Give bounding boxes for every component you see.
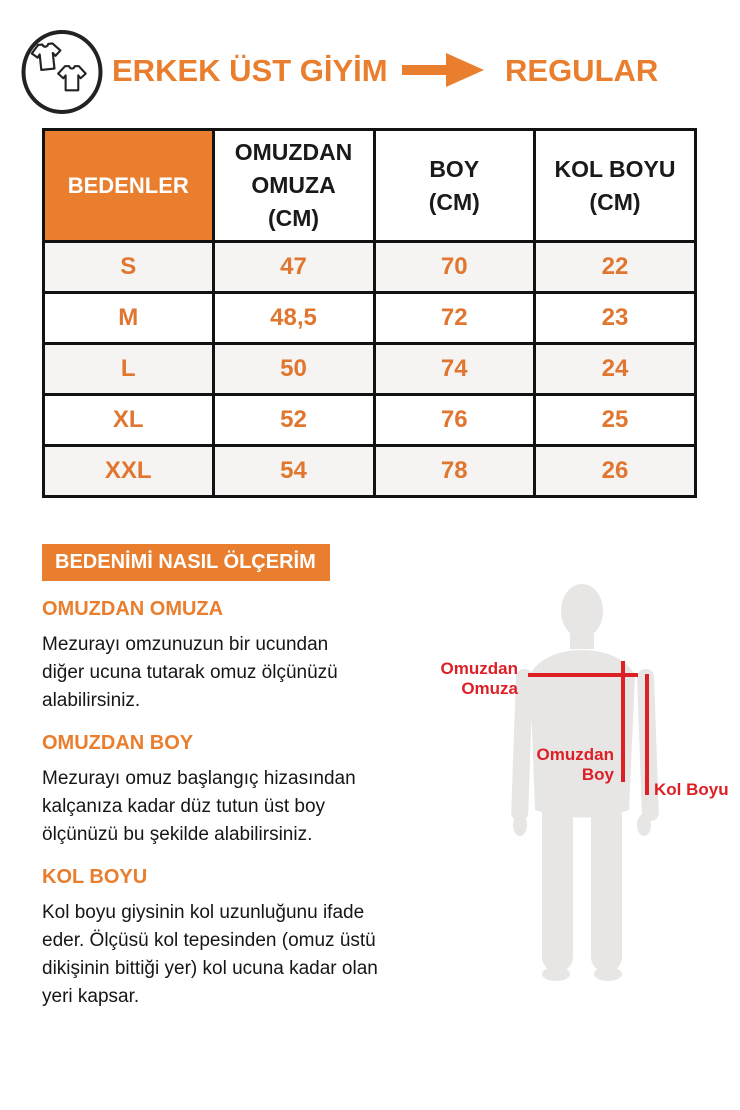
size-cell: XXL <box>42 444 215 498</box>
table-row-s: S 47 70 22 <box>42 240 698 294</box>
table-row-m: M 48,5 72 23 <box>42 291 698 345</box>
shoulder-cell: 48,5 <box>211 291 376 345</box>
size-cell: S <box>42 240 215 294</box>
shoulder-cell: 47 <box>211 240 376 294</box>
sleeve-cell: 26 <box>532 444 698 498</box>
table-row-xxl: XXL 54 78 26 <box>42 444 698 498</box>
sleeve-cell: 22 <box>532 240 698 294</box>
figure-label-shoulder: Omuzdan Omuza <box>440 659 518 698</box>
page-title: ERKEK ÜST GİYİM <box>112 53 388 88</box>
measure-guide-sections: OMUZDAN OMUZA Mezurayı omzunuzun bir ucu… <box>42 598 442 1028</box>
size-table-header-row: BEDENLER OMUZDAN OMUZA (CM) BOY (CM) KOL… <box>42 128 698 243</box>
right-arrow-icon <box>402 53 484 87</box>
length-cell: 76 <box>372 393 536 447</box>
column-header-sizes: BEDENLER <box>42 128 215 243</box>
shoulder-cell: 50 <box>211 342 376 396</box>
measure-guide-badge: BEDENİMİ NASIL ÖLÇERİM <box>42 544 330 581</box>
figure-label-body: Omuzdan Boy <box>536 745 614 784</box>
length-cell: 72 <box>372 291 536 345</box>
length-cell: 70 <box>372 240 536 294</box>
shoulder-cell: 54 <box>211 444 376 498</box>
sleeve-cell: 23 <box>532 291 698 345</box>
size-cell: L <box>42 342 215 396</box>
figure-label-sleeve: Kol Boyu <box>654 780 729 799</box>
section-text-shoulder: Mezurayı omzunuzun bir ucundan diğer ucu… <box>42 634 338 711</box>
section-heading-sleeve: KOL BOYU <box>42 866 148 888</box>
table-row-xl: XL 52 76 25 <box>42 393 698 447</box>
measure-lines <box>528 661 649 795</box>
shoulder-cell: 52 <box>211 393 376 447</box>
male-body-silhouette <box>511 584 659 981</box>
size-cell: XL <box>42 393 215 447</box>
length-cell: 74 <box>372 342 536 396</box>
column-header-shoulder: OMUZDAN OMUZA (CM) <box>211 128 376 243</box>
column-header-length: BOY (CM) <box>372 128 536 243</box>
measurement-figure: Omuzdan Omuza Omuzdan Boy Kol Boyu <box>430 575 740 1025</box>
column-header-sleeve: KOL BOYU (CM) <box>532 128 698 243</box>
size-cell: M <box>42 291 215 345</box>
sleeve-cell: 25 <box>532 393 698 447</box>
size-table: BEDENLER OMUZDAN OMUZA (CM) BOY (CM) KOL… <box>42 128 698 498</box>
length-cell: 78 <box>372 444 536 498</box>
section-text-body: Mezurayı omuz başlangıç hizasından kalça… <box>42 768 356 845</box>
section-heading-body: OMUZDAN BOY <box>42 732 194 754</box>
fit-type-label: REGULAR <box>505 53 659 88</box>
section-heading-shoulder: OMUZDAN OMUZA <box>42 598 224 620</box>
tshirts-circle-icon <box>21 30 103 114</box>
section-text-sleeve: Kol boyu giysinin kol uzunluğunu ifade e… <box>42 902 378 1007</box>
sleeve-cell: 24 <box>532 342 698 396</box>
table-row-l: L 50 74 24 <box>42 342 698 396</box>
